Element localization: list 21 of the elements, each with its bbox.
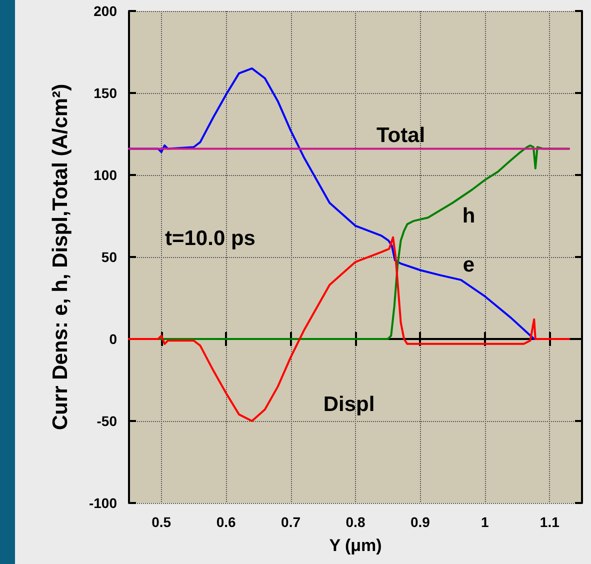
y-tick-label: 100 [94, 167, 118, 183]
y-tick-label: 200 [94, 3, 118, 19]
x-tick-label: 0.7 [281, 514, 301, 530]
y-tick-label: -100 [88, 495, 118, 511]
x-tick-label: 0.5 [152, 514, 172, 530]
x-tick-label: 1.1 [540, 514, 560, 530]
x-axis-title: Y (μm) [329, 536, 382, 555]
series-label: e [462, 254, 475, 277]
x-tick-label: 1 [481, 514, 490, 530]
series-label: Total [376, 124, 426, 148]
annotation: t=10.0 ps [165, 227, 256, 250]
y-tick-label: 50 [101, 249, 118, 265]
x-tick-label: 0.6 [216, 514, 236, 530]
series-label: h [462, 204, 476, 228]
y-tick-label: -50 [96, 413, 118, 429]
y-axis-title: Curr Dens: e, h, Displ,Total (A/cm²) [49, 84, 72, 430]
x-tick-label: 0.8 [346, 514, 366, 530]
text: Displ [323, 393, 375, 416]
y-tick-label: 0 [109, 331, 118, 347]
x-tick-label: 0.9 [410, 514, 430, 530]
y-tick-label: 150 [94, 85, 118, 101]
